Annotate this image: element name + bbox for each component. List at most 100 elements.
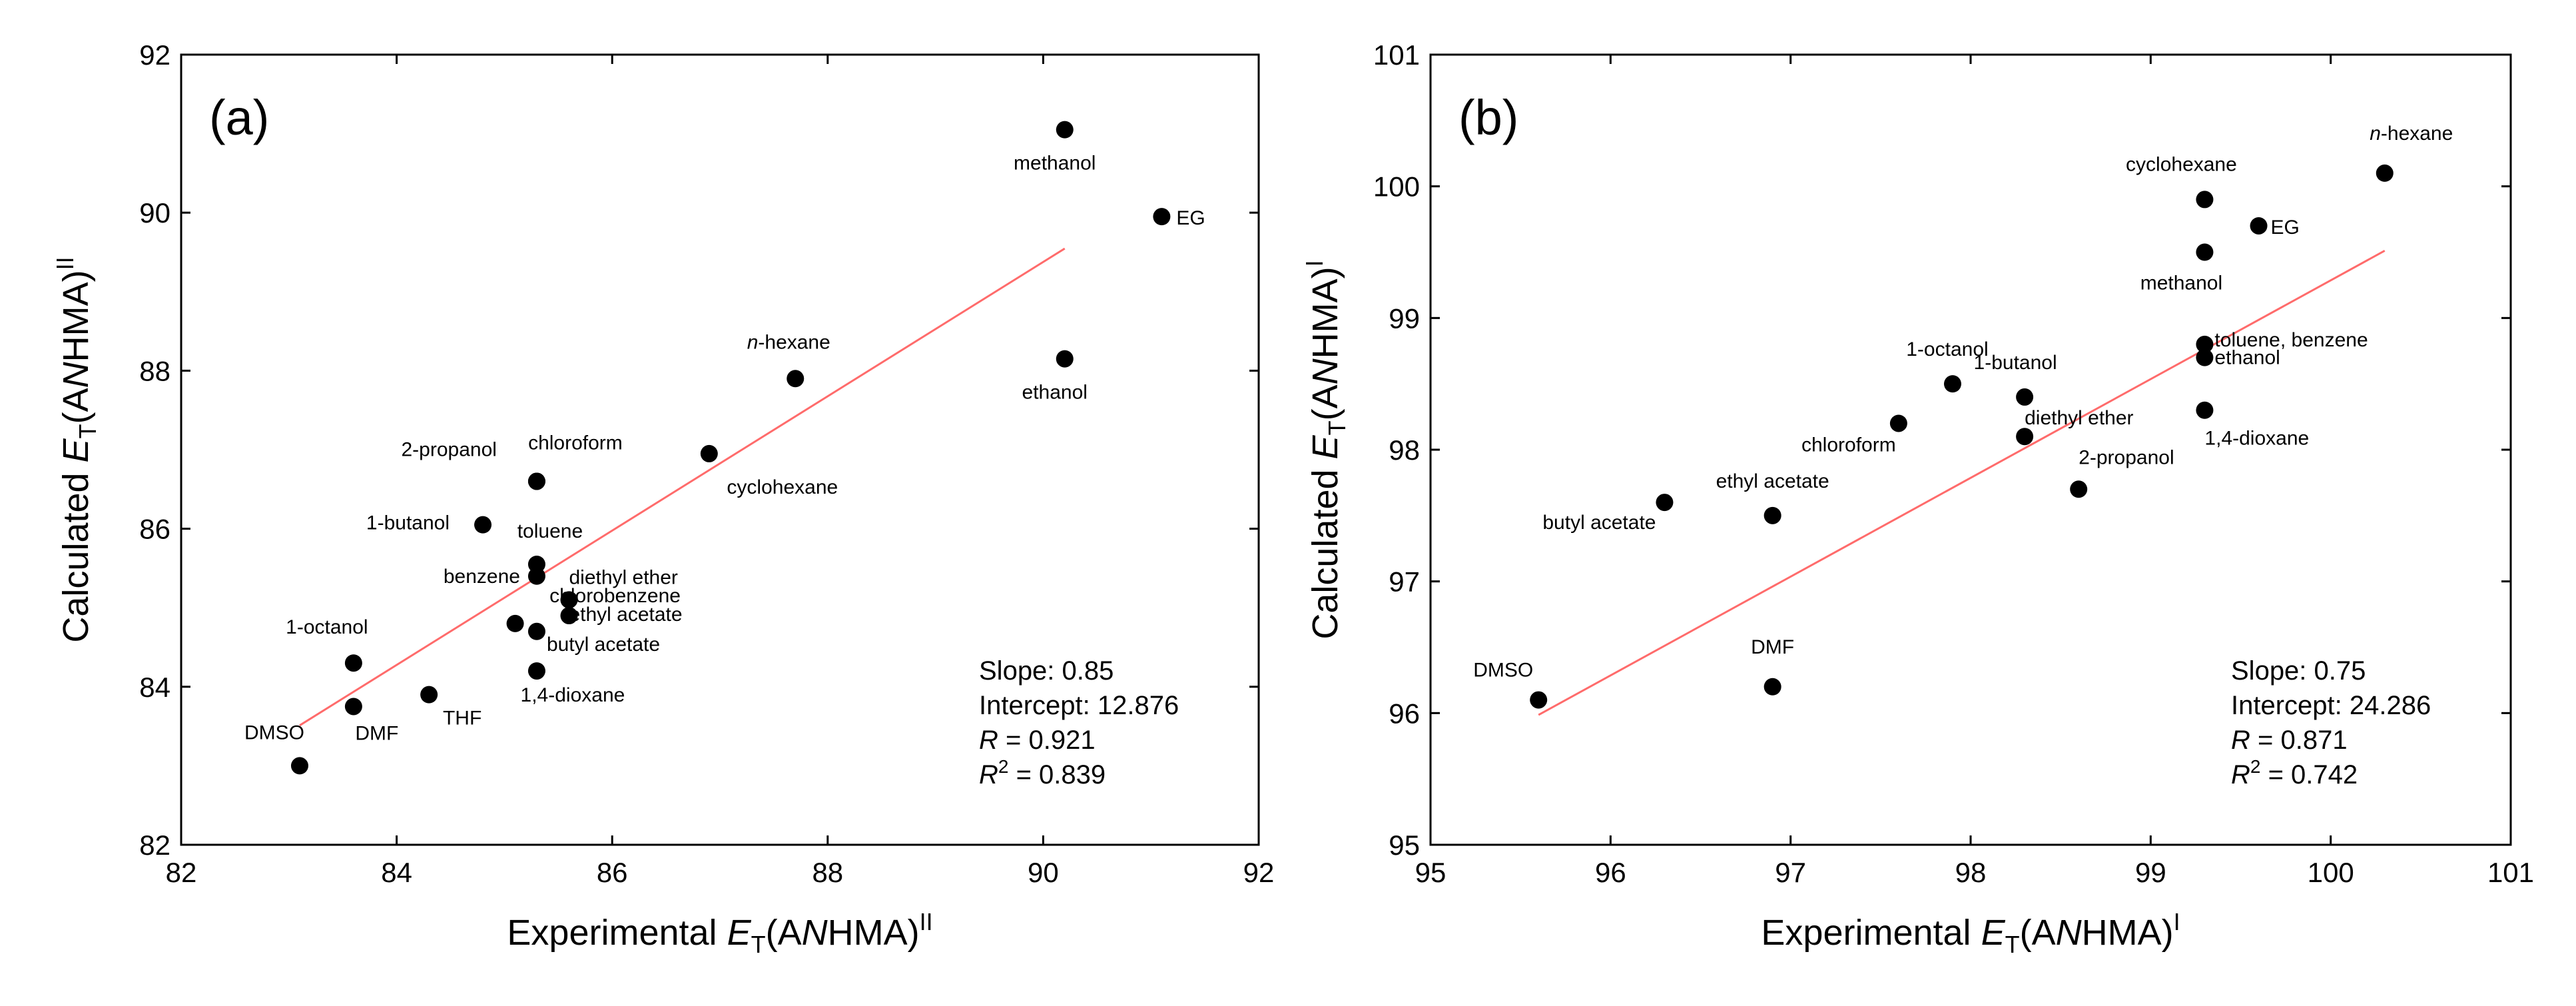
x-axis-title: Experimental ET(ANHMA)II	[507, 908, 932, 958]
data-point-eg	[2250, 217, 2268, 235]
stats-slope: Slope: 0.75	[2231, 656, 2366, 686]
stats-r-value: = 0.871	[2250, 726, 2348, 755]
stats-r: R = 0.871	[2231, 726, 2348, 755]
x-tick-label: 99	[2135, 857, 2166, 888]
x-tick-label: 92	[1243, 857, 1275, 888]
stats-r-symbol: R	[2231, 726, 2250, 755]
x-axis-title-symbol: E	[727, 913, 752, 953]
x-tick-label: 100	[2308, 857, 2354, 888]
data-point-n-hexane	[787, 370, 805, 388]
point-label: 1-butanol	[1974, 352, 2057, 374]
chart-panel-b: 95 96 97 98 99 100 101 95 96 97 98 99 100 101 DMSO buty…	[1301, 39, 2534, 958]
y-axis-title-sub: T	[74, 424, 101, 438]
point-label: DMSO	[1473, 660, 1533, 682]
x-tick-label: 101	[2487, 857, 2534, 888]
data-point-1-4-dioxane	[527, 662, 545, 680]
point-label-italic: n	[747, 331, 759, 353]
data-point-1-octanol	[344, 654, 362, 672]
data-point-toluene-benzene	[2196, 335, 2214, 353]
y-tick-label: 99	[1389, 302, 1420, 334]
point-label: chloroform	[1801, 434, 1896, 456]
y-tick-label: 98	[1389, 434, 1420, 466]
stats-r: R = 0.921	[979, 726, 1096, 755]
x-axis-title-middle: (A	[766, 913, 802, 953]
point-label: ethanol	[1022, 382, 1088, 404]
x-tick-label: 86	[597, 857, 628, 888]
x-axis-title-italic: N	[802, 913, 828, 953]
y-axis-title-suffix: HMA)	[56, 270, 96, 362]
point-label: cyclohexane	[2126, 153, 2237, 175]
chart-panel-a: 82 84 86 88 90 92 82 84 86 88 90 92 DMSO DMF 1-octanol…	[51, 39, 1274, 958]
point-label: EG	[2271, 217, 2300, 239]
stats-slope: Slope: 0.85	[979, 656, 1114, 686]
y-tick-label: 95	[1389, 829, 1420, 861]
y-axis-title-prefix: Calculated	[1305, 459, 1345, 639]
point-label: methanol	[1014, 153, 1096, 175]
data-point-methanol	[2196, 243, 2214, 261]
data-point-ethyl-acetate	[1764, 506, 1781, 524]
x-axis-title-prefix: Experimental	[1761, 913, 1981, 953]
stats-r2-value: = 0.839	[1008, 760, 1106, 789]
data-point-benzene	[527, 567, 545, 585]
y-tick-label: 101	[1373, 39, 1420, 71]
data-point-thf	[420, 686, 438, 704]
x-axis-title-prefix: Experimental	[507, 913, 727, 953]
data-point-2-propanol	[527, 472, 545, 490]
fit-line	[299, 247, 1066, 727]
y-tick-label: 90	[139, 197, 170, 229]
x-axis-title-middle: (A	[2020, 913, 2056, 953]
point-label-rest: -hexane	[2381, 123, 2453, 145]
data-point-diethyl-ether	[560, 591, 578, 609]
y-tick-label: 100	[1373, 171, 1420, 203]
data-point-n-hexane	[2376, 164, 2394, 182]
stats-r2-sup: 2	[998, 756, 1009, 777]
x-tick-label: 82	[166, 857, 197, 888]
stats-r-symbol: R	[979, 726, 998, 755]
data-point-methanol	[1056, 121, 1074, 139]
data-point-1-butanol	[2016, 388, 2034, 406]
data-point-ethyl-acetate	[560, 607, 578, 625]
point-label: 1,4-dioxane	[521, 684, 625, 706]
stats-r-value: = 0.921	[998, 726, 1096, 755]
stats-intercept: Intercept: 12.876	[979, 691, 1179, 720]
y-tick-label: 82	[139, 829, 170, 861]
y-tick-label: 92	[139, 39, 170, 71]
point-label: toluene, benzene	[2214, 329, 2368, 351]
data-point-1-octanol	[1943, 375, 1961, 393]
point-label: 1,4-dioxane	[2204, 428, 2309, 450]
data-point-diethyl-ether	[2016, 428, 2034, 446]
x-tick-label: 95	[1415, 857, 1447, 888]
point-label: 2-propanol	[402, 438, 497, 460]
point-label: 1-butanol	[366, 512, 450, 534]
x-axis-title-symbol: E	[1981, 913, 2006, 953]
point-label: butyl acetate	[547, 634, 660, 656]
point-label: ethyl acetate	[1716, 470, 1829, 492]
x-tick-label: 88	[812, 857, 843, 888]
data-point-butyl-acetate	[527, 622, 545, 640]
stats-r2-value: = 0.742	[2260, 760, 2358, 789]
x-axis-title-italic: N	[2056, 913, 2083, 953]
data-point-cyclohexane	[700, 444, 718, 462]
point-label: DMF	[355, 722, 398, 744]
data-point-chlorobenzene	[506, 614, 524, 632]
fit-line	[1538, 250, 2386, 716]
point-label: methanol	[2140, 272, 2222, 294]
x-axis-title-suffix: HMA)	[828, 913, 920, 953]
plot-frame	[180, 53, 1260, 846]
point-label: diethyl ether	[569, 566, 677, 588]
stats-r2: R2 = 0.839	[979, 756, 1106, 789]
point-label: n-hexane	[2370, 123, 2453, 145]
x-tick-label: 90	[1028, 857, 1059, 888]
x-tick-label: 98	[1955, 857, 1987, 888]
data-point-toluene	[527, 555, 545, 573]
data-point-ethanol	[2196, 348, 2214, 366]
point-label: EG	[1176, 207, 1205, 229]
point-label: benzene	[444, 566, 520, 588]
y-axis-title-middle: (A	[1305, 384, 1345, 420]
plot-frame	[1429, 53, 2512, 846]
point-label: 1-octanol	[286, 616, 368, 638]
point-label: toluene	[517, 520, 583, 542]
data-point-chloroform	[1889, 414, 1907, 432]
point-label: DMSO	[244, 722, 304, 744]
